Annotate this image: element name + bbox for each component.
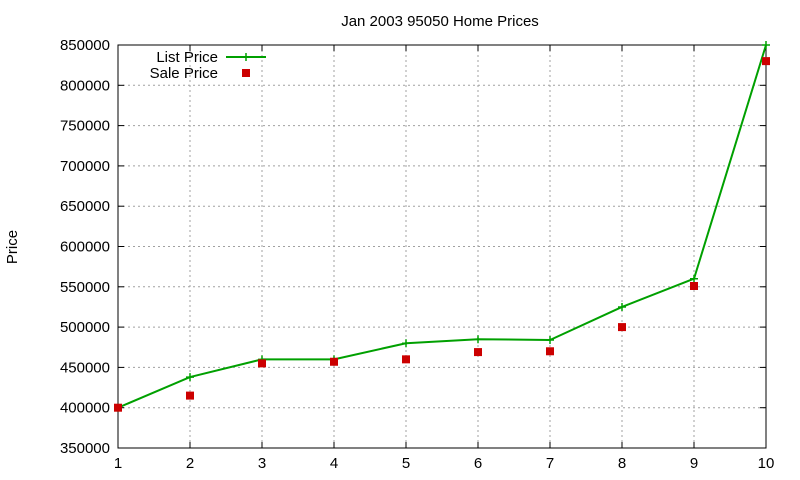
list-price-line [117, 44, 767, 409]
sale-price-point [474, 348, 482, 357]
x-tick-labels: 1 2 3 4 5 6 7 8 9 10 [114, 455, 775, 472]
sale-price-point [618, 323, 626, 332]
list-price-point [474, 335, 482, 344]
y-tick-labels: 350000 400000 450000 500000 550000 600000 6500… [60, 37, 110, 457]
x-tick-label: 5 [402, 455, 410, 472]
sale-price-point [258, 359, 266, 368]
legend-label: Sale Price [150, 65, 218, 82]
legend-label: List Price [156, 49, 218, 66]
y-tick-label: 500000 [60, 319, 110, 336]
axis-ticks [117, 44, 767, 449]
sale-price-point [690, 281, 698, 290]
x-tick-label: 4 [330, 455, 338, 472]
y-tick-label: 450000 [60, 359, 110, 376]
y-axis-label: Price [4, 230, 21, 264]
y-tick-label: 700000 [60, 158, 110, 175]
x-tick-label: 1 [114, 455, 122, 472]
y-tick-label: 850000 [60, 37, 110, 54]
x-tick-label: 3 [258, 455, 266, 472]
y-tick-label: 350000 [60, 440, 110, 457]
sale-price-point [402, 355, 410, 364]
x-tick-label: 8 [618, 455, 626, 472]
sale-price-point [762, 57, 770, 66]
series-0 [114, 41, 770, 412]
list-price-point [762, 41, 770, 49]
grid-lines [118, 45, 766, 448]
sale-price-point [330, 357, 338, 366]
sale-price-point [186, 391, 194, 400]
list-price-point [186, 373, 194, 382]
y-tick-label: 650000 [60, 198, 110, 215]
sale-price-point [114, 403, 122, 412]
y-tick-label: 550000 [60, 279, 110, 296]
chart-title: Jan 2003 95050 Home Prices [341, 13, 539, 30]
x-tick-label: 10 [758, 455, 775, 472]
sale-price-point [546, 347, 554, 356]
y-tick-label: 600000 [60, 239, 110, 256]
x-tick-label: 6 [474, 455, 482, 472]
series-layer [114, 41, 770, 412]
x-tick-label: 2 [186, 455, 194, 472]
x-tick-label: 7 [546, 455, 554, 472]
legend-square-marker [242, 69, 250, 77]
list-price-point [546, 335, 554, 344]
y-tick-label: 400000 [60, 400, 110, 417]
legend-plus-marker [242, 53, 250, 61]
y-tick-label: 800000 [60, 77, 110, 94]
list-price-point [402, 339, 410, 348]
list-price-point [690, 274, 698, 283]
list-price-point [618, 302, 626, 311]
y-tick-label: 750000 [60, 118, 110, 135]
x-tick-label: 9 [690, 455, 698, 472]
series-1 [114, 57, 770, 412]
